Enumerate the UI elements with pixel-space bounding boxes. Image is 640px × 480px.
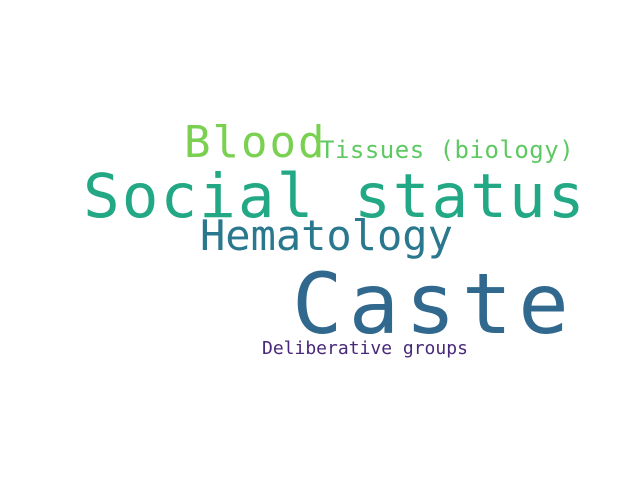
word-tissues-biology: Tissues (biology)	[320, 136, 575, 164]
word-blood: Blood	[184, 117, 327, 168]
word-caste: Caste	[292, 255, 575, 353]
word-deliberative-groups: Deliberative groups	[262, 338, 468, 359]
word-social-status: Social status	[83, 161, 587, 232]
word-hematology: Hematology	[200, 211, 453, 260]
